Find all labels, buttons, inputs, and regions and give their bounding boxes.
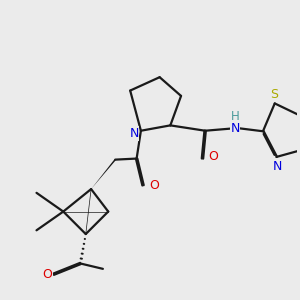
Text: H: H <box>231 110 239 123</box>
Text: N: N <box>129 127 139 140</box>
Text: O: O <box>149 179 159 192</box>
Text: O: O <box>208 150 218 163</box>
Polygon shape <box>91 159 116 189</box>
Text: N: N <box>230 122 240 135</box>
Text: N: N <box>273 160 282 172</box>
Text: S: S <box>270 88 278 101</box>
Text: O: O <box>42 268 52 281</box>
